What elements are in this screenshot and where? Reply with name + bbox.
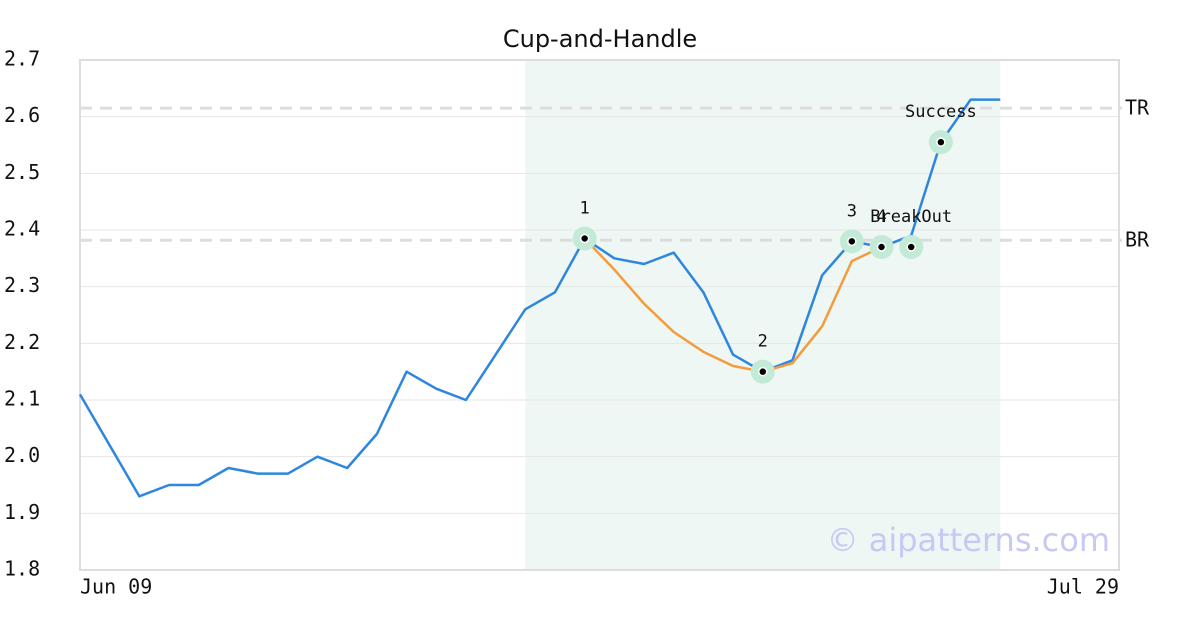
point-label: BreakOut xyxy=(870,207,952,227)
y-tick-label: 2.4 xyxy=(4,217,40,241)
y-tick-label: 2.7 xyxy=(4,47,40,71)
point-label: Success xyxy=(905,102,977,122)
pattern-zone xyxy=(525,60,1001,570)
y-tick-label: 1.9 xyxy=(4,500,40,524)
y-tick-label: 2.1 xyxy=(4,387,40,411)
level-label: TR xyxy=(1125,96,1150,120)
level-label: BR xyxy=(1125,228,1150,252)
y-tick-label: 2.5 xyxy=(4,160,40,184)
x-tick-label: Jun 09 xyxy=(80,575,152,599)
y-tick-label: 2.6 xyxy=(4,103,40,127)
point-label: 2 xyxy=(758,332,768,352)
point-dot xyxy=(936,137,946,147)
chart-title: Cup-and-Handle xyxy=(503,25,697,53)
y-tick-label: 1.8 xyxy=(4,557,40,581)
point-dot xyxy=(906,242,916,252)
point-dot xyxy=(758,366,768,377)
point-dot xyxy=(579,233,590,244)
point-label: 4 xyxy=(876,207,886,227)
y-tick-label: 2.0 xyxy=(4,443,40,467)
point-dot xyxy=(847,236,857,247)
y-tick-label: 2.2 xyxy=(4,330,40,354)
point-dot xyxy=(876,242,887,252)
x-tick-label: Jul 29 xyxy=(1047,575,1119,599)
point-label: 1 xyxy=(580,199,590,219)
series-line xyxy=(583,237,883,373)
plot-frame xyxy=(79,59,1120,571)
watermark: © aipatterns.com xyxy=(827,521,1110,559)
y-tick-label: 2.3 xyxy=(4,273,40,297)
point-label: 3 xyxy=(847,201,857,221)
